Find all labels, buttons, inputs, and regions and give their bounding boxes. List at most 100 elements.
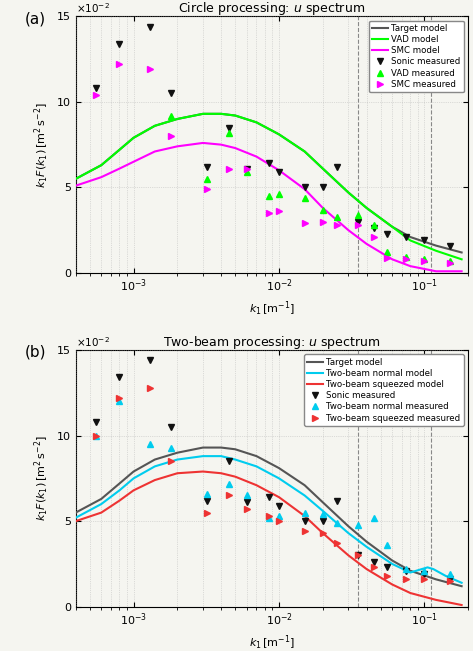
Text: (a): (a): [25, 11, 46, 26]
SMC model: [389, 255, 395, 263]
Two-beam squeezed model: [117, 497, 123, 505]
Two-beam squeezed measured: [334, 540, 340, 547]
VAD measured: [334, 213, 340, 221]
Sonic measured: [244, 499, 250, 506]
Target model: [320, 165, 325, 173]
SMC measured: [244, 165, 250, 173]
Two-beam normal measured: [117, 398, 123, 406]
Two-beam normal model: [219, 452, 224, 460]
VAD measured: [421, 255, 427, 263]
Two-beam normal model: [276, 475, 282, 482]
Sonic measured: [147, 356, 153, 364]
Two-beam squeezed measured: [421, 575, 427, 583]
VAD model: [320, 165, 325, 173]
Two-beam normal model: [232, 456, 238, 464]
Target model: [200, 110, 206, 118]
Target model: [232, 111, 238, 119]
Two-beam squeezed measured: [355, 551, 361, 559]
Two-beam squeezed model: [433, 596, 439, 603]
Two-beam normal model: [73, 514, 79, 521]
Two-beam squeezed measured: [384, 572, 390, 580]
VAD measured: [226, 129, 231, 137]
Two-beam squeezed measured: [226, 492, 231, 499]
Two-beam normal model: [131, 475, 136, 482]
Y-axis label: $k_1 F(k_1)\,[\mathrm{m}^2\,\mathrm{s}^{-2}]$: $k_1 F(k_1)\,[\mathrm{m}^2\,\mathrm{s}^{…: [33, 436, 51, 521]
SMC model: [276, 167, 282, 174]
Text: $\times10^{-2}$: $\times10^{-2}$: [76, 1, 110, 15]
SMC model: [254, 153, 259, 161]
Target model: [408, 233, 413, 241]
Target model: [73, 175, 79, 183]
Two-beam normal measured: [226, 480, 231, 488]
SMC measured: [302, 219, 307, 227]
Sonic measured: [384, 564, 390, 572]
Line: Two-beam normal model: Two-beam normal model: [76, 456, 462, 583]
Two-beam normal measured: [244, 492, 250, 499]
Line: VAD measured: VAD measured: [167, 113, 453, 264]
Title: Two-beam processing: $u$ spectrum: Two-beam processing: $u$ spectrum: [163, 334, 381, 351]
Title: Circle processing: $u$ spectrum: Circle processing: $u$ spectrum: [178, 0, 366, 17]
Line: Sonic measured: Sonic measured: [93, 357, 453, 583]
SMC model: [98, 173, 104, 181]
Sonic measured: [93, 84, 99, 92]
Two-beam normal model: [430, 565, 436, 573]
Two-beam normal measured: [204, 490, 210, 497]
Target model: [364, 204, 369, 212]
Two-beam squeezed model: [200, 467, 206, 475]
Target model: [276, 130, 282, 138]
VAD measured: [302, 194, 307, 202]
SMC measured: [355, 221, 361, 229]
Line: Target model: Target model: [76, 114, 462, 253]
Sonic measured: [117, 40, 123, 48]
VAD measured: [276, 190, 282, 198]
Sonic measured: [403, 567, 409, 575]
Line: VAD model: VAD model: [76, 114, 462, 259]
VAD model: [131, 134, 136, 142]
Two-beam squeezed measured: [403, 575, 409, 583]
Target model: [389, 557, 395, 564]
Two-beam squeezed model: [459, 601, 464, 609]
Line: SMC measured: SMC measured: [93, 61, 453, 266]
Two-beam normal measured: [302, 508, 307, 516]
Target model: [346, 189, 351, 197]
Two-beam squeezed model: [254, 481, 259, 489]
SMC model: [408, 262, 413, 270]
SMC measured: [276, 208, 282, 215]
Two-beam normal measured: [384, 541, 390, 549]
Sonic measured: [421, 570, 427, 578]
Sonic measured: [302, 184, 307, 191]
Two-beam normal model: [459, 579, 464, 587]
Sonic measured: [421, 236, 427, 244]
Sonic measured: [403, 233, 409, 241]
SMC measured: [320, 217, 325, 225]
Two-beam squeezed measured: [447, 577, 453, 585]
VAD measured: [447, 257, 453, 265]
Text: (b): (b): [25, 345, 46, 360]
Sonic measured: [244, 165, 250, 173]
SMC measured: [226, 165, 231, 173]
Two-beam normal model: [346, 529, 351, 537]
SMC measured: [403, 255, 409, 263]
VAD model: [459, 255, 464, 263]
Sonic measured: [168, 423, 174, 431]
Two-beam normal model: [302, 492, 307, 499]
VAD measured: [244, 168, 250, 176]
VAD measured: [403, 253, 409, 260]
Target model: [254, 118, 259, 126]
SMC measured: [117, 61, 123, 68]
Two-beam squeezed model: [276, 493, 282, 501]
Two-beam squeezed measured: [320, 529, 325, 537]
SMC measured: [266, 209, 272, 217]
Target model: [200, 444, 206, 452]
Two-beam squeezed model: [219, 469, 224, 477]
Target model: [219, 444, 224, 452]
SMC model: [302, 186, 307, 193]
Two-beam normal measured: [147, 440, 153, 448]
Target model: [389, 223, 395, 230]
Target model: [433, 575, 439, 583]
Two-beam normal measured: [93, 432, 99, 439]
SMC model: [117, 165, 123, 173]
VAD model: [276, 130, 282, 138]
Two-beam squeezed model: [175, 469, 180, 477]
Sonic measured: [93, 418, 99, 426]
